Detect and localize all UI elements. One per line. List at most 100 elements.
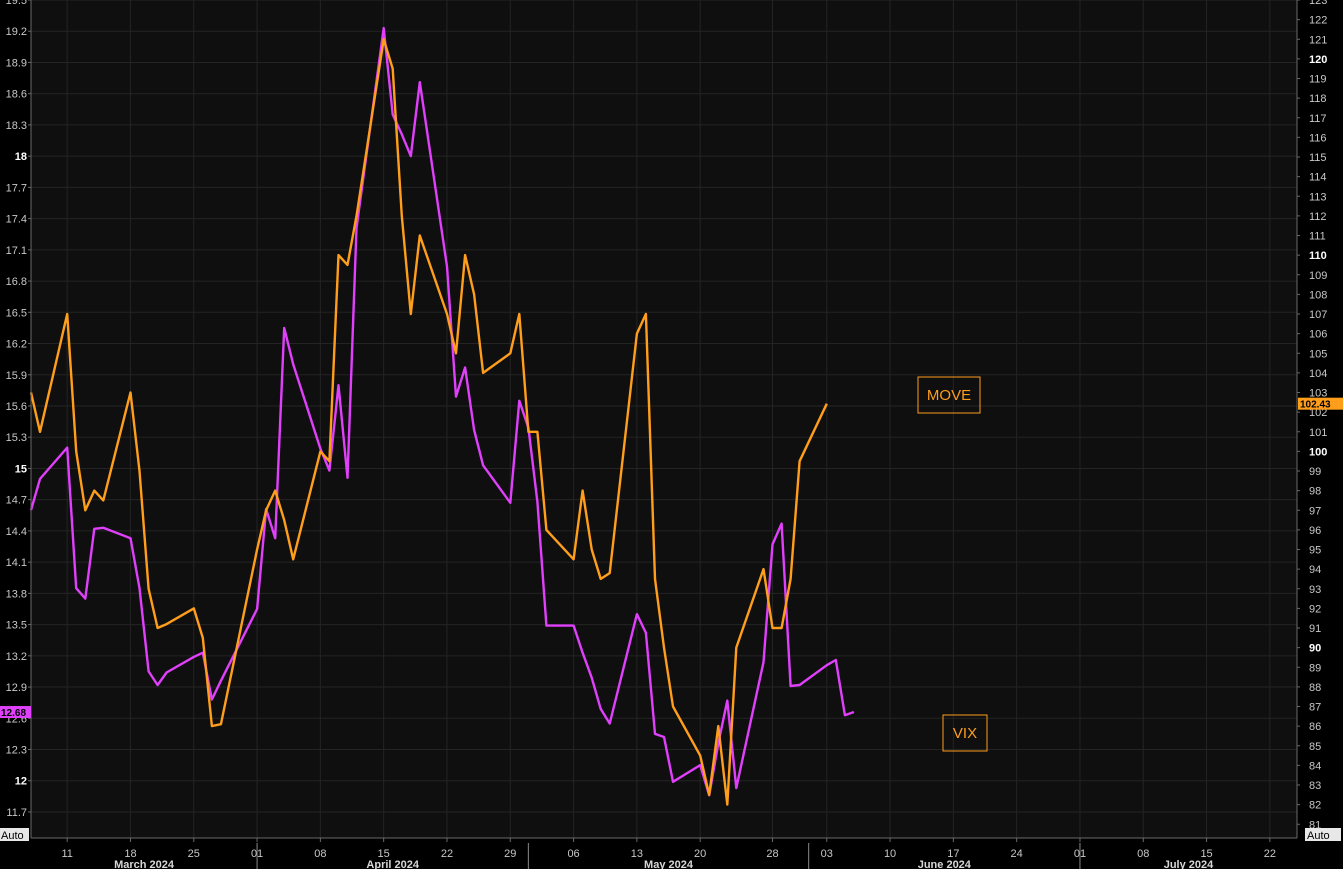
left-tick-label: 14.1 (6, 557, 27, 569)
right-tick-label: 83 (1309, 780, 1321, 792)
right-tick-label: 88 (1309, 682, 1321, 694)
move-value-label: 102.43 (1300, 400, 1331, 411)
series-line-move (29, 38, 828, 806)
right-tick-label: 110 (1309, 250, 1327, 262)
x-axis: 11 18 25 01 08 15 22 29 06 13 20 28 03 10 17 24 01 08 15 22… (31, 837, 1297, 869)
left-auto-scale-label: Auto (1, 830, 24, 842)
left-tick-label: 18.3 (6, 120, 27, 132)
left-tick-label: 13.8 (6, 588, 27, 600)
right-auto-scale-label: Auto (1307, 830, 1330, 842)
right-tick-label: 120 (1309, 54, 1327, 66)
left-tick-label: 18.6 (6, 89, 27, 101)
right-tick-label: 92 (1309, 603, 1321, 615)
right-tick-label: 113 (1309, 191, 1327, 203)
right-tick-label: 103 (1309, 388, 1327, 400)
right-tick-label: 93 (1309, 584, 1321, 596)
right-tick-label: 122 (1309, 15, 1327, 27)
x-tick-label: 03 (821, 848, 833, 860)
left-tick-label: 18 (15, 151, 27, 163)
left-auto-scale-button (0, 828, 29, 841)
left-tick-label: 13.5 (6, 620, 27, 632)
left-tick-label: 12.3 (6, 745, 27, 757)
series-lines (29, 26, 855, 806)
left-tick-label: 12 (15, 776, 27, 788)
right-tick-label: 117 (1309, 113, 1327, 125)
right-tick-label: 104 (1309, 368, 1327, 380)
right-tick-label: 85 (1309, 741, 1321, 753)
right-tick-label: 115 (1309, 152, 1327, 164)
x-tick-label: 29 (504, 848, 516, 860)
right-tick-label: 89 (1309, 662, 1321, 674)
right-tick-label: 102 (1309, 407, 1327, 419)
plot-area (31, 0, 1297, 838)
left-tick-label: 14.7 (6, 495, 27, 507)
x-tick-label: 17 (947, 848, 959, 860)
left-tick-label: 16.8 (6, 276, 27, 288)
left-tick-label: 19.2 (6, 26, 27, 38)
annotation-label-vix: VIX (953, 725, 977, 742)
month-label: March 2024 (114, 859, 175, 869)
x-tick-label: 11 (61, 848, 72, 860)
x-tick-label: 24 (1011, 848, 1023, 860)
vix-value-badge (0, 706, 31, 719)
left-tick-label: 17.1 (6, 245, 27, 257)
right-tick-label: 107 (1309, 309, 1327, 321)
right-tick-label: 90 (1309, 643, 1321, 655)
right-tick-label: 87 (1309, 702, 1321, 714)
right-axis: 8182838485868788899091929394959697989910… (1296, 0, 1343, 842)
left-tick-label: 13.2 (6, 651, 27, 663)
right-tick-label: 108 (1309, 289, 1327, 301)
right-tick-label: 112 (1309, 211, 1327, 223)
x-tick-label: 15 (1200, 848, 1212, 860)
right-tick-label: 91 (1309, 623, 1321, 635)
x-tick-label: 10 (884, 848, 896, 860)
right-auto-scale-button (1305, 828, 1341, 841)
right-tick-label: 101 (1309, 427, 1327, 439)
month-label: May 2024 (644, 859, 694, 869)
left-tick-label: 12.9 (6, 682, 27, 694)
x-tick-label: 18 (124, 848, 136, 860)
annotations: MOVE VIX (917, 376, 988, 752)
right-tick-label: 84 (1309, 760, 1321, 772)
left-axis: 11.71212.312.612.913.213.513.814.114.414… (0, 0, 32, 842)
left-tick-label: 19.5 (6, 0, 27, 7)
left-tick-label: 15.6 (6, 401, 27, 413)
right-tick-label: 109 (1309, 270, 1327, 282)
right-tick-label: 106 (1309, 329, 1327, 341)
x-tick-label: 08 (314, 848, 326, 860)
right-tick-label: 105 (1309, 348, 1327, 360)
left-tick-label: 14.4 (6, 526, 27, 538)
right-tick-label: 97 (1309, 505, 1321, 517)
x-tick-label: 22 (1264, 848, 1276, 860)
annotation-box-move (917, 376, 981, 414)
right-tick-label: 114 (1309, 172, 1327, 184)
x-tick-label: 06 (567, 848, 579, 860)
annotation-label-move: MOVE (927, 387, 971, 404)
right-tick-label: 100 (1309, 446, 1327, 458)
x-tick-label: 22 (441, 848, 453, 860)
right-tick-label: 94 (1309, 564, 1321, 576)
left-tick-label: 16.2 (6, 339, 27, 351)
right-tick-label: 82 (1309, 800, 1321, 812)
x-tick-label: 13 (631, 848, 643, 860)
left-tick-label: 15 (15, 463, 27, 475)
month-label: April 2024 (366, 859, 419, 869)
x-tick-label: 08 (1137, 848, 1149, 860)
right-tick-label: 119 (1309, 74, 1327, 86)
vix-value-label: 12.68 (1, 708, 26, 719)
x-tick-label: 28 (766, 848, 778, 860)
move-value-badge (1298, 397, 1343, 410)
right-tick-label: 118 (1309, 93, 1327, 105)
right-tick-label: 121 (1309, 34, 1327, 46)
month-label: June 2024 (918, 859, 972, 869)
month-label: July 2024 (1164, 859, 1214, 869)
left-tick-label: 15.3 (6, 432, 27, 444)
right-tick-label: 99 (1309, 466, 1321, 478)
right-tick-label: 95 (1309, 545, 1321, 557)
right-tick-label: 111 (1309, 231, 1326, 243)
right-tick-label: 86 (1309, 721, 1321, 733)
right-tick-label: 123 (1309, 0, 1327, 7)
grid (31, 0, 1297, 838)
left-tick-label: 11.7 (6, 807, 27, 819)
